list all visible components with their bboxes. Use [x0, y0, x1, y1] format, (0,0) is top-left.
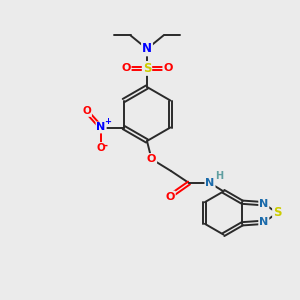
- Text: O: O: [165, 191, 175, 202]
- Text: N: N: [206, 178, 214, 188]
- Text: N: N: [142, 42, 152, 56]
- Text: +: +: [104, 117, 111, 126]
- Text: N: N: [259, 199, 268, 209]
- Text: S: S: [143, 62, 151, 75]
- Text: O: O: [121, 63, 131, 74]
- Text: O: O: [82, 106, 91, 116]
- Text: S: S: [273, 206, 282, 220]
- Text: O: O: [147, 154, 156, 164]
- Text: O: O: [163, 63, 173, 74]
- Text: H: H: [215, 171, 224, 182]
- Text: N: N: [259, 217, 268, 227]
- Text: -: -: [104, 141, 108, 151]
- Text: N: N: [97, 122, 106, 133]
- Text: O: O: [97, 143, 106, 153]
